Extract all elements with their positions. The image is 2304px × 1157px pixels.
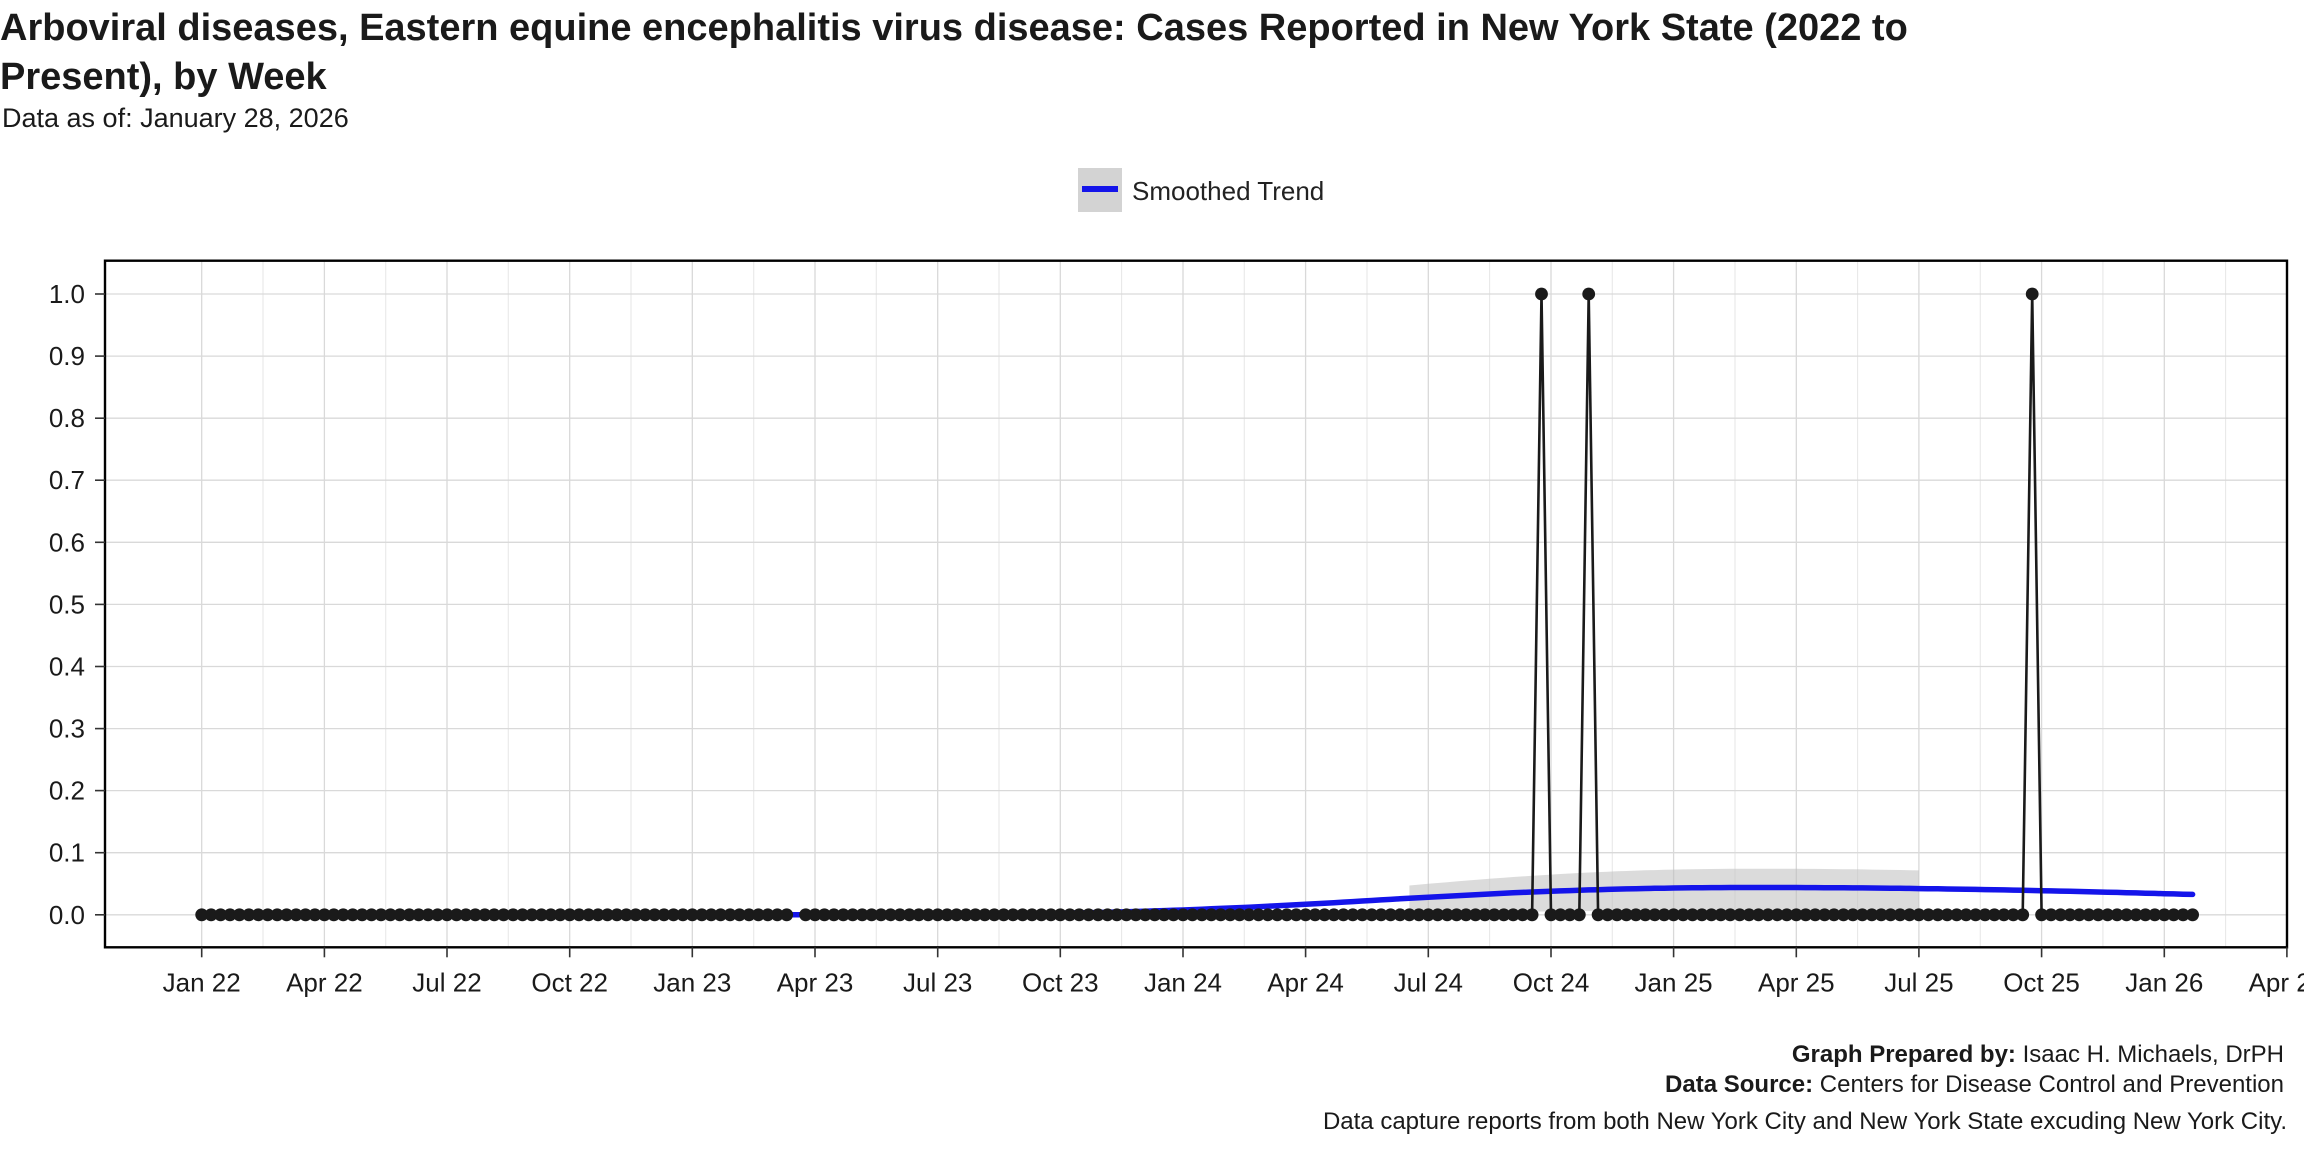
svg-text:0.6: 0.6 bbox=[49, 527, 85, 557]
svg-text:Jul 23: Jul 23 bbox=[903, 967, 972, 997]
svg-text:Oct 24: Oct 24 bbox=[1513, 967, 1590, 997]
svg-text:0.3: 0.3 bbox=[49, 714, 85, 744]
svg-text:0.9: 0.9 bbox=[49, 341, 85, 371]
svg-text:Apr 24: Apr 24 bbox=[1267, 967, 1344, 997]
svg-text:0.5: 0.5 bbox=[49, 589, 85, 619]
svg-text:Apr 22: Apr 22 bbox=[286, 967, 363, 997]
svg-text:Apr 26: Apr 26 bbox=[2249, 967, 2304, 997]
svg-text:Apr 23: Apr 23 bbox=[777, 967, 854, 997]
svg-text:Oct 23: Oct 23 bbox=[1022, 967, 1099, 997]
svg-text:0.7: 0.7 bbox=[49, 465, 85, 495]
svg-text:1.0: 1.0 bbox=[49, 279, 85, 309]
svg-text:Jul 24: Jul 24 bbox=[1394, 967, 1463, 997]
svg-text:Apr 25: Apr 25 bbox=[1758, 967, 1835, 997]
svg-text:Jul 22: Jul 22 bbox=[412, 967, 481, 997]
svg-text:Jan 23: Jan 23 bbox=[653, 967, 731, 997]
svg-text:0.0: 0.0 bbox=[49, 900, 85, 930]
svg-text:Jan 26: Jan 26 bbox=[2125, 967, 2203, 997]
svg-text:0.4: 0.4 bbox=[49, 652, 85, 682]
svg-text:Oct 25: Oct 25 bbox=[2003, 967, 2080, 997]
svg-text:Jan 24: Jan 24 bbox=[1144, 967, 1222, 997]
svg-text:0.1: 0.1 bbox=[49, 838, 85, 868]
svg-text:0.2: 0.2 bbox=[49, 776, 85, 806]
svg-text:Oct 22: Oct 22 bbox=[531, 967, 608, 997]
svg-text:Jul 25: Jul 25 bbox=[1884, 967, 1953, 997]
svg-text:Jan 22: Jan 22 bbox=[163, 967, 241, 997]
svg-text:Jan 25: Jan 25 bbox=[1635, 967, 1713, 997]
svg-text:0.8: 0.8 bbox=[49, 403, 85, 433]
